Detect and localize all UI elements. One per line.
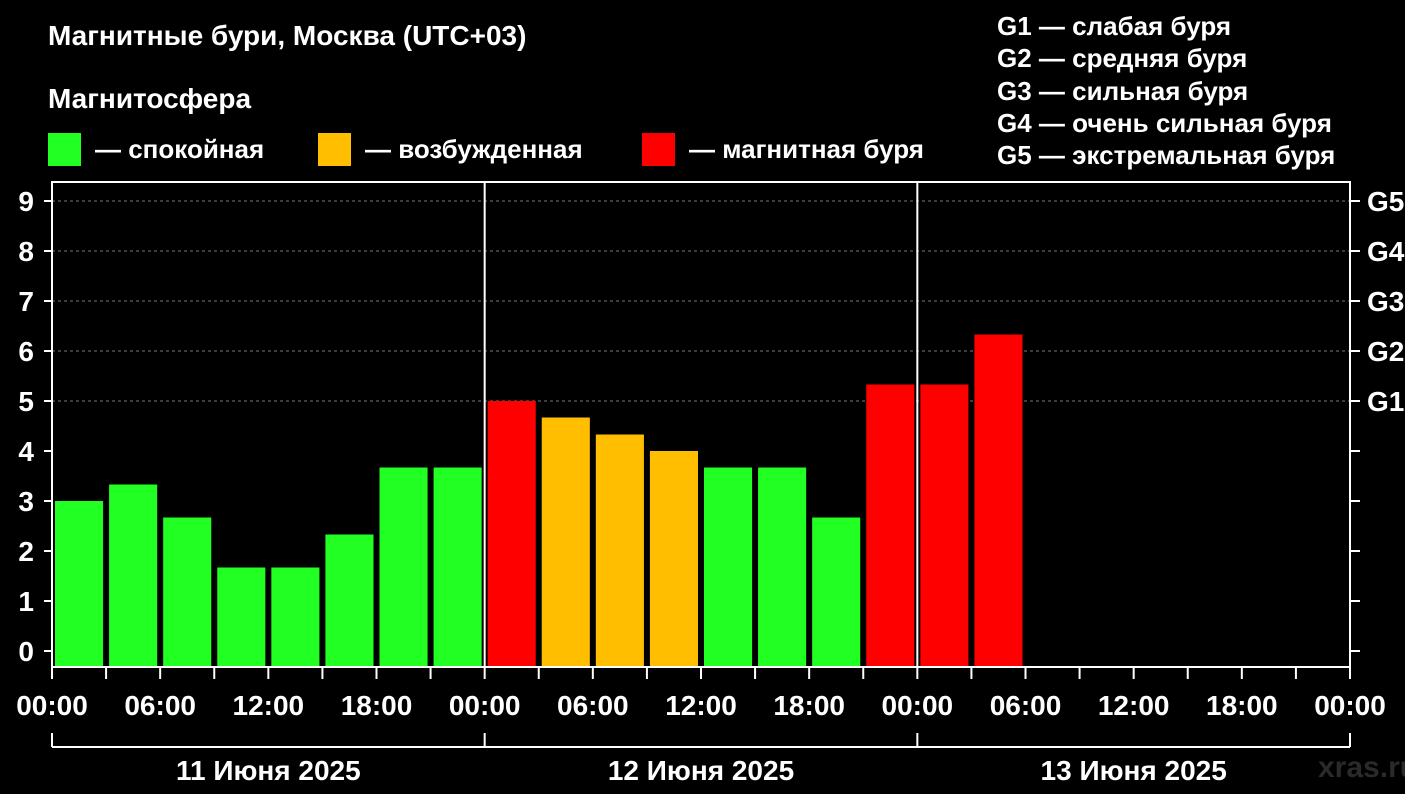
y-tick-label: 9 (18, 186, 34, 217)
bar (649, 451, 698, 667)
bar (379, 467, 428, 667)
g-legend-g4: G4 — очень сильная буря (997, 107, 1332, 138)
bar (541, 417, 590, 667)
bar (433, 467, 482, 667)
bar (109, 484, 158, 667)
bar (974, 334, 1023, 667)
g-tick-label-g5: G5 (1367, 186, 1404, 217)
legend-label-quiet: — спокойная (95, 133, 265, 164)
g-scale-legend: G1 — слабая буря G2 — средняя буря G3 — … (997, 10, 1335, 171)
y-tick-label: 7 (18, 286, 34, 317)
bar (595, 434, 644, 667)
x-tick-label: 00:00 (449, 690, 521, 721)
legend-swatch-storm (642, 132, 675, 166)
bar (866, 384, 915, 667)
y-tick-label: 4 (18, 436, 34, 467)
x-tick-label: 18:00 (341, 690, 413, 721)
day-label: 12 Июня 2025 (608, 755, 794, 786)
bar (487, 401, 536, 667)
y-tick-label: 6 (18, 336, 34, 367)
y-tick-label: 5 (18, 386, 34, 417)
g-legend-g5: G5 — экстремальная буря (997, 140, 1336, 171)
bar (217, 567, 266, 667)
legend-item-storm: — магнитная буря (642, 131, 924, 167)
day-label: 11 Июня 2025 (176, 755, 361, 786)
bar (758, 467, 807, 667)
legend-swatch-quiet (48, 132, 81, 166)
y-tick-label: 3 (18, 486, 34, 517)
x-tick-label: 00:00 (882, 690, 954, 721)
bar (812, 517, 861, 667)
bar (920, 384, 969, 667)
y-tick-label: 8 (18, 236, 34, 267)
x-tick-label: 06:00 (990, 690, 1062, 721)
bar (55, 501, 104, 667)
bar (325, 534, 374, 667)
y-tick-label: 2 (18, 536, 34, 567)
bar (163, 517, 212, 667)
watermark: xras.ru (1318, 751, 1405, 784)
g-legend-g2: G2 — средняя буря (997, 43, 1248, 74)
legend-label-storm: — магнитная буря (689, 133, 924, 164)
legend-item-quiet: — спокойная (48, 131, 264, 167)
day-label: 13 Июня 2025 (1041, 755, 1227, 786)
x-tick-label: 18:00 (773, 690, 845, 721)
legend-swatch-excited (318, 132, 351, 166)
g-tick-label-g2: G2 (1367, 336, 1404, 367)
x-tick-label: 00:00 (16, 690, 88, 721)
y-tick-label: 1 (18, 586, 34, 617)
x-tick-label: 18:00 (1206, 690, 1278, 721)
x-tick-label: 12:00 (233, 690, 305, 721)
g-legend-g3: G3 — сильная буря (997, 75, 1249, 106)
x-tick-label: 06:00 (557, 690, 629, 721)
bar (271, 567, 320, 667)
legend-item-excited: — возбужденная (318, 131, 583, 167)
legend-label-excited: — возбужденная (365, 133, 583, 164)
bar (704, 467, 753, 667)
g-tick-label-g3: G3 (1367, 286, 1404, 317)
g-tick-label-g1: G1 (1367, 386, 1404, 417)
chart-title: Магнитные бури, Москва (UTC+03) (48, 20, 527, 51)
chart-subtitle: Магнитосфера (48, 83, 252, 114)
g-tick-label-g4: G4 (1367, 236, 1405, 267)
g-legend-g1: G1 — слабая буря (997, 11, 1232, 41)
x-tick-label: 06:00 (124, 690, 196, 721)
x-tick-label: 12:00 (1098, 690, 1170, 721)
x-tick-label: 00:00 (1314, 690, 1386, 721)
y-tick-label: 0 (18, 636, 34, 667)
x-tick-label: 12:00 (665, 690, 737, 721)
